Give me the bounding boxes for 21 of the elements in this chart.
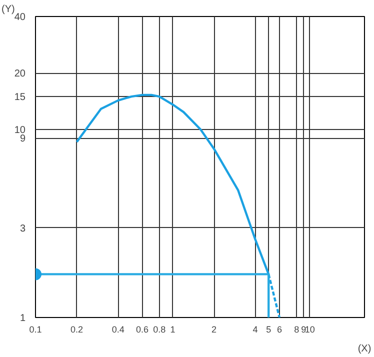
x-tick-label: 1: [170, 324, 176, 334]
x-tick-label: 0.4: [112, 324, 124, 334]
x-tick-label: 4: [252, 324, 258, 334]
y-tick-label: 9: [20, 134, 26, 145]
x-tick-label: 10: [304, 324, 315, 334]
x-tick-label: 0.1: [29, 324, 42, 334]
y-tick-label: 20: [14, 68, 26, 80]
x-tick-label: 0.6: [136, 324, 149, 334]
x-tick-label: 9: [301, 324, 306, 334]
y-tick-label: 40: [14, 12, 26, 23]
x-tick-label: 5: [266, 324, 272, 334]
x-tick-label: 0.8: [153, 324, 166, 334]
y-tick-label: 3: [20, 223, 26, 234]
y-tick-label: 15: [14, 92, 26, 104]
x-axis-title: (X): [358, 344, 372, 354]
x-tick-label: 2: [212, 324, 217, 334]
y-axis-title: (Y): [2, 4, 15, 15]
y-tick-label: 1: [20, 313, 26, 324]
x-tick-label: 0.2: [70, 324, 84, 334]
x-tick-label: 6: [276, 324, 282, 334]
x-tick-label: 8: [294, 324, 300, 334]
